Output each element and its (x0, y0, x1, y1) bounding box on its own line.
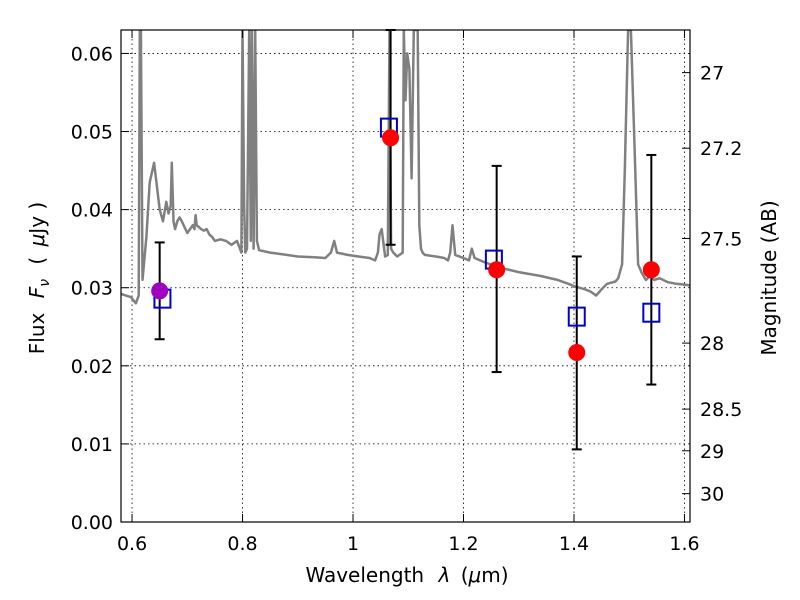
mag-tick-label: 30 (700, 484, 724, 506)
spectrum-line (121, 30, 690, 305)
model-square (642, 302, 661, 323)
x-tick-label: 0.6 (117, 533, 147, 555)
y-tick-label: 0.05 (71, 122, 113, 144)
mag-tick-label: 27 (700, 63, 724, 85)
observed-point (568, 344, 586, 362)
observed-point (642, 261, 660, 279)
x-tick-label: 0.8 (227, 533, 257, 555)
model-square (567, 306, 586, 327)
grid (121, 30, 690, 523)
model-photometry (153, 117, 661, 327)
y-tick-label: 0.03 (71, 278, 113, 300)
observed-point (151, 282, 169, 300)
observed-photometry (151, 129, 660, 362)
y-tick-label: 0.00 (71, 512, 113, 534)
magnitude-axis-label: Magnitude (AB) (757, 200, 781, 355)
observed-point (382, 129, 400, 147)
mag-tick-label: 28 (700, 333, 724, 355)
y-tick-label: 0.01 (71, 434, 113, 456)
y-axis-label: Flux Fν ( μJy ) (25, 202, 54, 354)
observed-point (488, 261, 506, 279)
axes: 0.6 0.8 1 1.2 1.4 1.6 0.00 0.01 0.02 0.03 0.04 0.05… (71, 29, 742, 555)
x-axis-label: Wavelength λ (μm) (305, 563, 508, 587)
mag-tick-label: 29 (700, 441, 724, 463)
plot-frame (120, 29, 691, 523)
model-spectrum (121, 30, 690, 305)
y-tick-label: 0.04 (71, 200, 113, 222)
x-tick-label: 1.4 (559, 533, 589, 555)
y-tick-label: 0.02 (71, 356, 113, 378)
y-tick-label: 0.06 (71, 43, 113, 65)
mag-tick-label: 28.5 (700, 399, 742, 421)
mag-tick-label: 27.5 (700, 228, 742, 250)
mag-tick-label: 27.2 (700, 138, 742, 160)
x-tick-label: 1.6 (669, 533, 699, 555)
x-tick-label: 1.2 (448, 533, 478, 555)
x-tick-label: 1 (347, 533, 359, 555)
